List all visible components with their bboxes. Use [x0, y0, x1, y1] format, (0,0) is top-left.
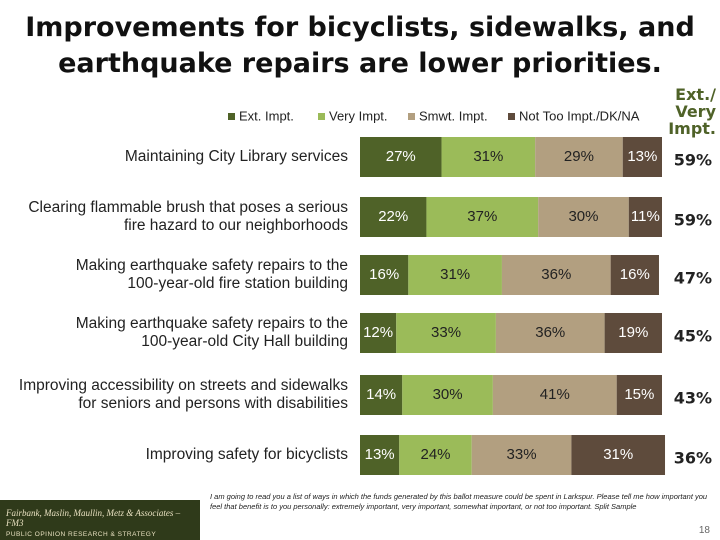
legend-swatch	[228, 113, 235, 120]
segment-label: 33%	[431, 324, 461, 341]
bar-segment	[501, 255, 611, 295]
legend-label: Smwt. Impt.	[419, 108, 488, 123]
combined-value: 43%	[674, 389, 712, 408]
segment-label: 33%	[507, 446, 537, 463]
bar-segment	[402, 375, 493, 415]
bar-segment	[360, 255, 409, 295]
bar-segment	[495, 313, 605, 353]
bar-segment	[471, 435, 572, 475]
segment-label: 14%	[366, 386, 396, 403]
bar-segment	[360, 137, 442, 177]
category-label: Making earthquake safety repairs to the …	[75, 315, 348, 350]
segment-label: 24%	[420, 446, 450, 463]
segment-label: 15%	[624, 386, 654, 403]
logo-name: Fairbank, Maslin, Maullin, Metz & Associ…	[6, 508, 181, 528]
combined-value: 59%	[674, 151, 712, 170]
legend-label: Very Impt.	[329, 108, 388, 123]
segment-label: 22%	[378, 208, 408, 225]
combined-value: 59%	[674, 211, 712, 230]
legend-label: Ext. Impt.	[239, 108, 294, 123]
category-label: Making earthquake safety repairs to the …	[75, 257, 348, 292]
bar-segment	[492, 375, 617, 415]
bar-segment	[616, 375, 662, 415]
segment-label: 30%	[568, 208, 598, 225]
title: Improvements for bicyclists, sidewalks, …	[25, 12, 695, 79]
bar-segment	[628, 197, 662, 237]
segment-label: 13%	[627, 148, 657, 165]
footnote: I am going to read you a list of ways in…	[210, 492, 708, 511]
segment-label: 36%	[535, 324, 565, 341]
segment-label: 37%	[467, 208, 497, 225]
category-label: Clearing flammable brush that poses a se…	[28, 199, 348, 234]
segment-label: 11%	[631, 208, 660, 225]
bar-segment	[399, 435, 472, 475]
segment-label: 16%	[369, 266, 399, 283]
bar-segment	[441, 137, 536, 177]
category-label: Maintaining City Library services	[124, 148, 348, 165]
legend-swatch	[508, 113, 515, 120]
legend-swatch	[318, 113, 325, 120]
combined-value: 36%	[674, 449, 712, 468]
segment-label: 31%	[473, 148, 503, 165]
bar-segment	[535, 137, 623, 177]
bar-segment	[360, 435, 400, 475]
legend-swatch	[408, 113, 415, 120]
bar-segment	[396, 313, 496, 353]
bar-segment	[538, 197, 629, 237]
segment-label: 12%	[363, 324, 393, 341]
segment-label: 16%	[620, 266, 650, 283]
segment-label: 31%	[440, 266, 470, 283]
bar-segment	[426, 197, 539, 237]
combined-value: 45%	[674, 327, 712, 346]
logo: Fairbank, Maslin, Maullin, Metz & Associ…	[0, 500, 200, 540]
bar-segment	[408, 255, 502, 295]
page-number: 18	[698, 525, 710, 536]
bar-segment	[571, 435, 666, 475]
combined-value: 47%	[674, 269, 712, 288]
segment-label: 36%	[541, 266, 571, 283]
bar-segment	[360, 313, 397, 353]
segment-label: 13%	[365, 446, 395, 463]
segment-label: 19%	[618, 324, 648, 341]
bar-segment	[604, 313, 662, 353]
bar-segment	[610, 255, 659, 295]
segment-label: 27%	[386, 148, 416, 165]
combined-header: Ext./ Very Impt.	[668, 85, 716, 138]
category-label: Improving accessibility on streets and s…	[18, 377, 348, 412]
bar-segment	[360, 197, 427, 237]
legend-label: Not Too Impt./DK/NA	[519, 108, 640, 123]
category-label: Improving safety for bicyclists	[145, 446, 348, 463]
segment-label: 41%	[540, 386, 570, 403]
bar-segment	[622, 137, 662, 177]
logo-tagline: PUBLIC OPINION RESEARCH & STRATEGY	[6, 531, 157, 538]
bar-segment	[360, 375, 403, 415]
segment-label: 29%	[564, 148, 594, 165]
segment-label: 31%	[603, 446, 633, 463]
segment-label: 30%	[433, 386, 463, 403]
